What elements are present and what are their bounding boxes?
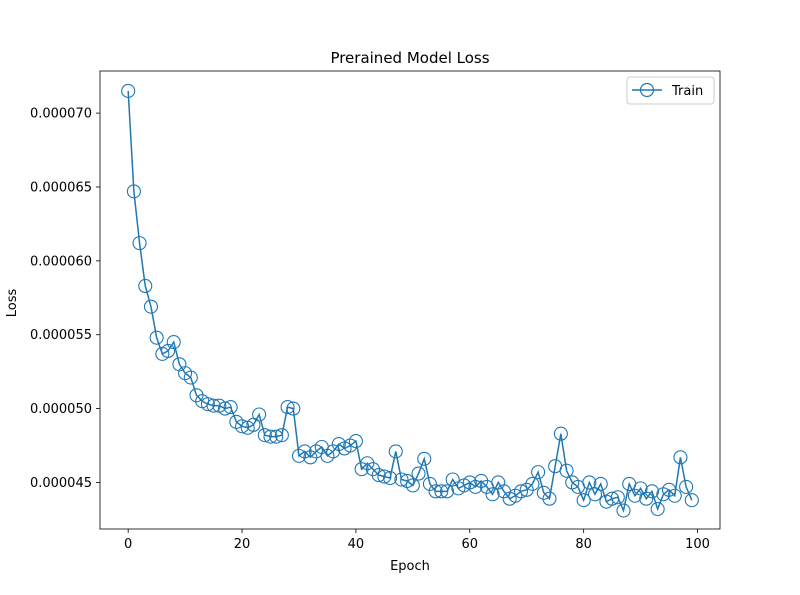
train-series-markers (121, 83, 699, 518)
train-data-point (269, 429, 284, 444)
train-data-point (200, 397, 215, 412)
train-data-point (326, 444, 341, 459)
y-axis-label: Loss (5, 289, 20, 318)
train-data-point (274, 428, 289, 443)
train-data-point (439, 484, 455, 499)
train-data-point (149, 330, 164, 345)
train-data-point (593, 476, 608, 491)
train-data-point (348, 434, 363, 449)
train-data-point (263, 429, 278, 444)
axes-frame (99, 70, 721, 530)
train-data-point (132, 236, 147, 251)
train-data-point (428, 484, 443, 499)
train-data-point (650, 501, 665, 517)
train-data-point (639, 491, 654, 506)
train-data-point (383, 470, 398, 486)
train-data-point (377, 469, 392, 484)
train-data-point (679, 479, 694, 494)
x-axis-ticks: 0 20 40 60 80 100 (124, 529, 710, 552)
train-data-point (616, 503, 631, 518)
chart-legend: Train (626, 76, 715, 105)
train-data-point (576, 493, 591, 508)
train-data-point (559, 463, 574, 478)
train-data-point (405, 478, 420, 493)
train-data-point (371, 468, 386, 483)
train-data-point (257, 428, 272, 443)
train-data-point (166, 335, 181, 350)
y-tick-label: 0.000050 (30, 402, 92, 417)
legend-marker-icon (639, 82, 655, 98)
y-tick-label: 0.000045 (30, 476, 92, 491)
y-tick-label: 0.000070 (30, 107, 92, 122)
train-data-point (126, 184, 141, 199)
train-data-point (388, 444, 403, 459)
train-data-point (121, 83, 136, 98)
train-data-point (411, 466, 426, 481)
train-data-point (684, 493, 699, 508)
train-data-point (394, 472, 409, 487)
train-series-line (127, 90, 693, 513)
x-tick-label: 40 (348, 537, 365, 552)
legend-label-train: Train (671, 84, 703, 99)
y-tick-label: 0.000055 (30, 328, 92, 343)
train-data-point (206, 398, 221, 413)
train-data-point (143, 299, 159, 314)
train-data-point (531, 465, 546, 480)
x-axis-label: Epoch (390, 559, 430, 574)
y-tick-label: 0.000065 (30, 180, 92, 195)
y-tick-label: 0.000060 (30, 254, 92, 269)
train-data-point (417, 451, 432, 466)
train-data-point (223, 400, 238, 415)
x-tick-label: 0 (124, 537, 132, 552)
train-data-point (673, 450, 688, 465)
train-data-point (183, 370, 198, 385)
train-data-point (485, 487, 500, 502)
train-data-point (553, 426, 568, 441)
train-data-point (280, 400, 295, 415)
plot-area (121, 83, 699, 518)
train-data-point (252, 407, 267, 422)
train-data-point (525, 476, 540, 491)
train-data-point (627, 488, 642, 503)
x-tick-label: 80 (575, 537, 592, 552)
train-data-point (542, 491, 557, 506)
train-data-point (582, 475, 597, 490)
train-data-point (644, 484, 660, 499)
train-data-point (217, 401, 233, 416)
train-data-point (513, 484, 529, 499)
x-tick-label: 100 (685, 537, 710, 552)
train-data-point (235, 419, 250, 434)
y-axis-ticks: 0.000045 0.000050 0.000055 0.000060 0.000065… (30, 107, 100, 491)
train-data-point (605, 491, 620, 506)
train-data-point (610, 490, 625, 505)
x-tick-label: 60 (462, 537, 479, 552)
train-data-point (667, 488, 682, 503)
train-data-point (138, 278, 153, 294)
train-data-point (422, 476, 437, 491)
train-data-point (434, 484, 449, 499)
chart-title: Prerained Model Loss (330, 49, 489, 67)
x-tick-label: 20 (234, 537, 251, 552)
train-data-point (286, 401, 301, 416)
